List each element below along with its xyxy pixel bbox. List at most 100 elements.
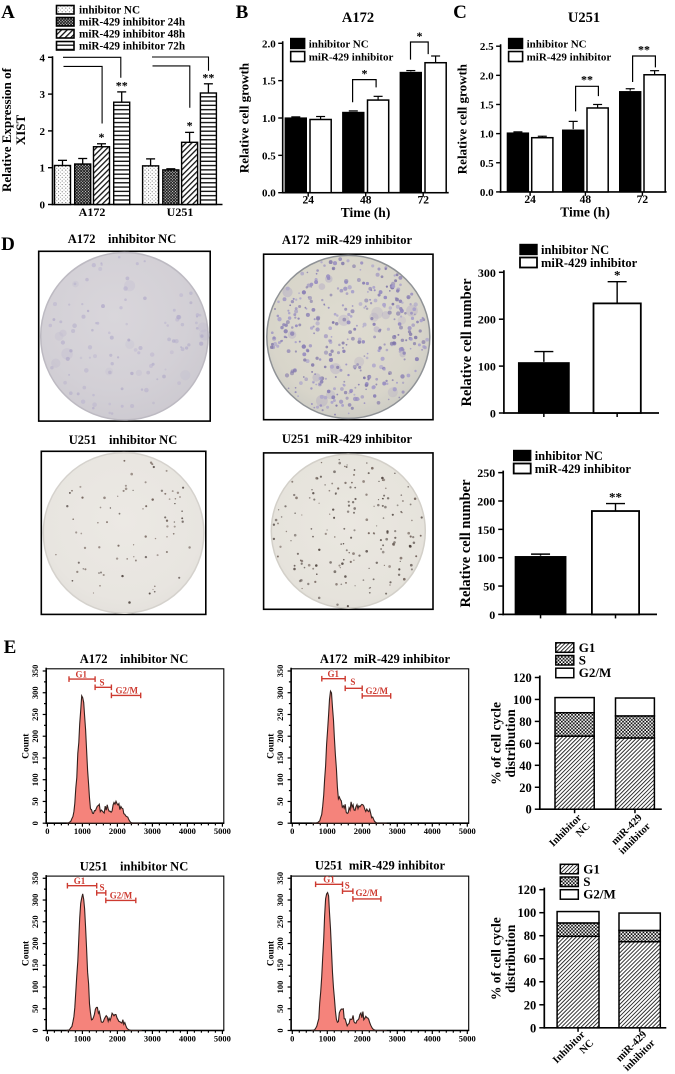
- svg-text:0: 0: [489, 608, 495, 622]
- svg-text:Time (h): Time (h): [560, 205, 610, 220]
- svg-text:0: 0: [290, 826, 294, 836]
- svg-text:4000: 4000: [424, 826, 441, 836]
- svg-text:60: 60: [524, 952, 537, 966]
- svg-text:250: 250: [275, 915, 285, 928]
- svg-text:inhibitor NC: inhibitor NC: [309, 39, 369, 51]
- svg-text:Relative Expression of: Relative Expression of: [0, 67, 14, 192]
- svg-text:120: 120: [518, 883, 537, 897]
- svg-text:5000: 5000: [459, 826, 476, 836]
- svg-text:72: 72: [417, 195, 429, 207]
- svg-text:5000: 5000: [459, 1034, 476, 1044]
- svg-text:% of cell cycle: % of cell cycle: [489, 702, 504, 785]
- svg-text:0: 0: [30, 1028, 40, 1032]
- svg-text:Relative cell number: Relative cell number: [458, 479, 474, 608]
- svg-text:Relative cell growth: Relative cell growth: [455, 63, 470, 174]
- svg-text:100: 100: [275, 981, 285, 994]
- svg-text:S: S: [99, 883, 104, 893]
- svg-text:3000: 3000: [144, 826, 161, 836]
- svg-text:A172 miR-429 inhibitor: A172 miR-429 inhibitor: [282, 233, 413, 247]
- svg-text:5000: 5000: [214, 1034, 231, 1044]
- svg-text:U251 miR-429 inhibitor: U251 miR-429 inhibitor: [315, 859, 446, 873]
- svg-text:4000: 4000: [179, 826, 196, 836]
- svg-text:1000: 1000: [74, 1034, 91, 1044]
- svg-text:300: 300: [478, 266, 496, 280]
- svg-text:**: **: [609, 490, 622, 505]
- svg-text:100: 100: [30, 773, 40, 786]
- svg-text:**: **: [638, 43, 650, 57]
- svg-text:E: E: [4, 637, 17, 658]
- svg-text:**: **: [581, 73, 593, 87]
- svg-text:2000: 2000: [109, 826, 126, 836]
- svg-text:1.5: 1.5: [262, 76, 276, 88]
- svg-text:100: 100: [275, 773, 285, 786]
- svg-text:200: 200: [478, 313, 496, 327]
- svg-text:U251 inhibitor NC: U251 inhibitor NC: [69, 433, 177, 447]
- svg-text:1000: 1000: [74, 826, 91, 836]
- svg-text:miR-429 inhibitor 72h: miR-429 inhibitor 72h: [79, 41, 186, 53]
- svg-text:250: 250: [275, 708, 285, 721]
- svg-text:Relative cell growth: Relative cell growth: [237, 62, 252, 173]
- svg-text:100: 100: [478, 360, 496, 374]
- svg-text:100: 100: [477, 551, 495, 565]
- svg-text:C: C: [453, 2, 467, 23]
- svg-text:A172: A172: [342, 10, 374, 26]
- svg-text:*: *: [187, 118, 193, 132]
- svg-text:A172: A172: [79, 205, 106, 219]
- svg-text:A172 inhibitor NC: A172 inhibitor NC: [68, 232, 176, 246]
- svg-text:**: **: [202, 70, 214, 84]
- svg-text:350: 350: [275, 872, 285, 885]
- svg-text:*: *: [614, 268, 621, 283]
- svg-text:20: 20: [524, 998, 537, 1012]
- svg-text:G1: G1: [579, 640, 596, 655]
- svg-text:G1: G1: [327, 669, 339, 679]
- svg-text:80: 80: [524, 929, 537, 943]
- svg-text:0: 0: [45, 826, 49, 836]
- svg-text:200: 200: [275, 937, 285, 950]
- svg-text:**: **: [116, 78, 128, 92]
- svg-text:G2/M: G2/M: [583, 887, 616, 902]
- svg-text:S: S: [345, 881, 350, 891]
- svg-text:100: 100: [513, 693, 532, 707]
- svg-text:60: 60: [519, 737, 532, 751]
- svg-text:1000: 1000: [319, 1034, 336, 1044]
- svg-text:*: *: [417, 29, 423, 43]
- svg-text:0: 0: [290, 1034, 294, 1044]
- svg-text:% of cell cycle: % of cell cycle: [489, 917, 504, 1000]
- svg-text:300: 300: [275, 894, 285, 907]
- svg-text:0: 0: [526, 803, 532, 817]
- svg-text:G2/M: G2/M: [115, 686, 138, 696]
- svg-text:40: 40: [519, 759, 532, 773]
- svg-text:200: 200: [275, 730, 285, 743]
- svg-text:0: 0: [45, 1034, 49, 1044]
- svg-text:3000: 3000: [144, 1034, 161, 1044]
- svg-text:U251 miR-429 inhibitor: U251 miR-429 inhibitor: [282, 432, 413, 446]
- svg-text:300: 300: [30, 686, 40, 699]
- svg-text:48: 48: [580, 194, 592, 206]
- svg-text:350: 350: [30, 665, 40, 678]
- svg-text:0: 0: [275, 1028, 285, 1032]
- svg-text:XIST: XIST: [13, 115, 28, 146]
- svg-text:distribution: distribution: [503, 924, 518, 993]
- svg-text:120: 120: [513, 671, 532, 685]
- svg-text:miR-429 inhibitor: miR-429 inhibitor: [541, 256, 638, 270]
- svg-text:3: 3: [40, 89, 46, 101]
- svg-text:2.0: 2.0: [480, 70, 494, 82]
- svg-text:1.0: 1.0: [262, 113, 276, 125]
- svg-text:0: 0: [275, 821, 285, 825]
- svg-text:0.5: 0.5: [262, 150, 276, 162]
- svg-text:150: 150: [275, 959, 285, 972]
- svg-text:80: 80: [519, 715, 532, 729]
- svg-text:1.5: 1.5: [480, 100, 494, 112]
- svg-text:24: 24: [302, 195, 314, 207]
- svg-text:U251 inhibitor NC: U251 inhibitor NC: [80, 860, 188, 874]
- svg-text:2: 2: [40, 126, 46, 138]
- svg-text:A172 inhibitor NC: A172 inhibitor NC: [80, 652, 188, 666]
- svg-text:S: S: [350, 677, 355, 687]
- svg-text:2.0: 2.0: [262, 38, 276, 50]
- svg-text:Time (h): Time (h): [341, 205, 391, 220]
- svg-text:inhibitor NC: inhibitor NC: [527, 39, 587, 51]
- svg-text:4000: 4000: [424, 1034, 441, 1044]
- svg-text:D: D: [1, 234, 15, 255]
- svg-text:G2/M: G2/M: [366, 686, 389, 696]
- svg-text:0.0: 0.0: [262, 188, 276, 200]
